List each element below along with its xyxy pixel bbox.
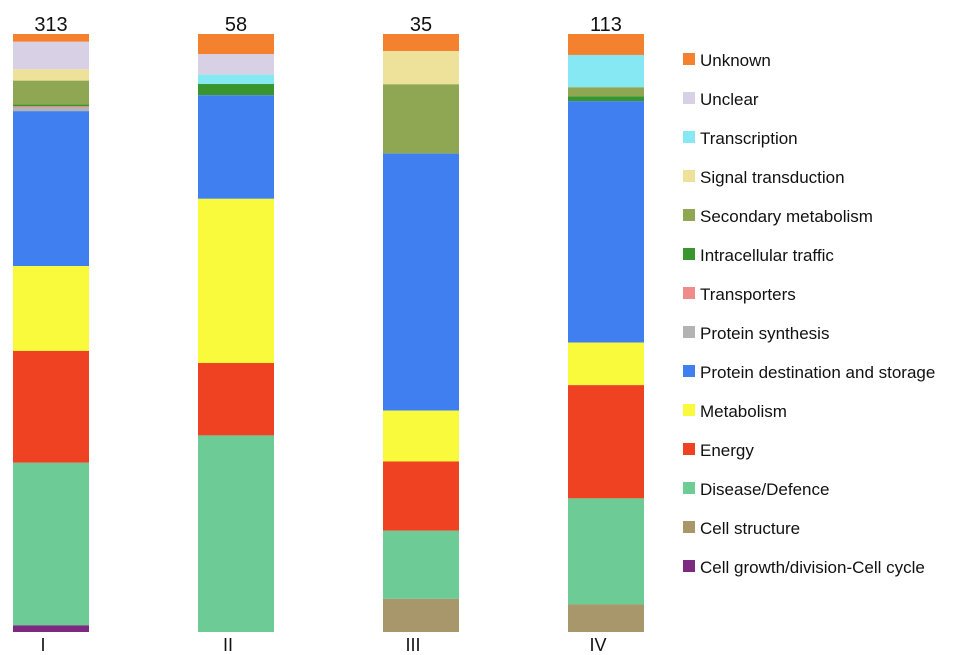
legend-label: Signal transduction xyxy=(700,168,845,187)
legend-label: Transporters xyxy=(700,285,796,304)
bar-segment-II-10 xyxy=(198,363,274,436)
category-label: II xyxy=(223,635,233,655)
legend-label: Metabolism xyxy=(700,402,787,421)
bar-segment-IV-2 xyxy=(568,54,644,88)
bar-total-label: 313 xyxy=(34,14,67,36)
category-label: IV xyxy=(589,635,606,655)
legend-swatch xyxy=(683,521,695,533)
legend-label: Intracellular traffic xyxy=(700,246,834,265)
bar-segment-III-12 xyxy=(383,598,459,632)
category-labels-group: I II III IV xyxy=(40,635,606,655)
bar-segment-I-6 xyxy=(13,106,89,108)
bar-segment-II-1 xyxy=(198,54,274,75)
bar-segment-III-11 xyxy=(383,530,459,599)
bar-segment-III-8 xyxy=(383,153,459,411)
legend-swatch xyxy=(683,92,695,104)
bar-segment-III-3 xyxy=(383,51,459,85)
legend-label: Cell growth/division-Cell cycle xyxy=(700,558,925,577)
legend-label: Energy xyxy=(700,441,754,460)
bar-segment-II-8 xyxy=(198,95,274,199)
bar-segment-II-0 xyxy=(198,34,274,55)
bar-segment-I-4 xyxy=(13,80,89,105)
bar-totals-group: 313 58 35 113 xyxy=(34,14,622,36)
category-label: III xyxy=(405,635,420,655)
bar-total-label: 58 xyxy=(225,14,247,36)
legend-swatch xyxy=(683,248,695,260)
legend-label: Protein synthesis xyxy=(700,324,829,343)
bar-total-label: 35 xyxy=(410,14,432,36)
legend-swatch xyxy=(683,443,695,455)
legend-label: Protein destination and storage xyxy=(700,363,935,382)
bars-group xyxy=(13,34,644,632)
bar-segment-IV-12 xyxy=(568,604,644,632)
bar-segment-IV-5 xyxy=(568,96,644,102)
bar-segment-II-9 xyxy=(198,198,274,364)
bar-segment-II-2 xyxy=(198,74,274,85)
bar-segment-I-1 xyxy=(13,41,89,70)
legend-swatch xyxy=(683,404,695,416)
legend-label: Unknown xyxy=(700,51,771,70)
legend-label: Secondary metabolism xyxy=(700,207,873,226)
legend-label: Transcription xyxy=(700,129,798,148)
legend-label: Unclear xyxy=(700,90,759,109)
legend: Unknown Unclear Transcription Signal transd… xyxy=(683,51,935,577)
bar-total-label: 113 xyxy=(590,14,622,36)
bar-segment-I-9 xyxy=(13,266,89,351)
bar-segment-IV-9 xyxy=(568,342,644,386)
bar-segment-I-3 xyxy=(13,69,89,81)
bar-segment-IV-10 xyxy=(568,385,644,499)
category-label: I xyxy=(40,635,45,655)
bar-segment-II-5 xyxy=(198,84,274,96)
legend-swatch xyxy=(683,482,695,494)
legend-swatch xyxy=(683,209,695,221)
legend-swatch xyxy=(683,131,695,143)
bar-segment-I-11 xyxy=(13,462,89,626)
legend-swatch xyxy=(683,170,695,182)
legend-swatch xyxy=(683,53,695,65)
legend-label: Cell structure xyxy=(700,519,800,538)
bar-segment-I-5 xyxy=(13,104,89,107)
bar-segment-III-4 xyxy=(383,84,459,154)
legend-swatch xyxy=(683,560,695,572)
bar-segment-IV-11 xyxy=(568,498,644,605)
bar-segment-II-11 xyxy=(198,435,274,632)
bar-segment-IV-4 xyxy=(568,87,644,97)
bar-segment-I-7 xyxy=(13,107,89,112)
bar-segment-I-8 xyxy=(13,111,89,267)
bar-segment-I-10 xyxy=(13,350,89,463)
legend-swatch xyxy=(683,287,695,299)
bar-segment-I-13 xyxy=(13,625,89,632)
legend-label: Disease/Defence xyxy=(700,480,829,499)
bar-segment-III-10 xyxy=(383,461,459,531)
legend-swatch xyxy=(683,365,695,377)
bar-segment-I-0 xyxy=(13,34,89,42)
bar-segment-IV-8 xyxy=(568,101,644,343)
bar-segment-IV-0 xyxy=(568,34,644,55)
bar-segment-III-0 xyxy=(383,34,459,52)
legend-swatch xyxy=(683,326,695,338)
bar-segment-III-9 xyxy=(383,410,459,462)
